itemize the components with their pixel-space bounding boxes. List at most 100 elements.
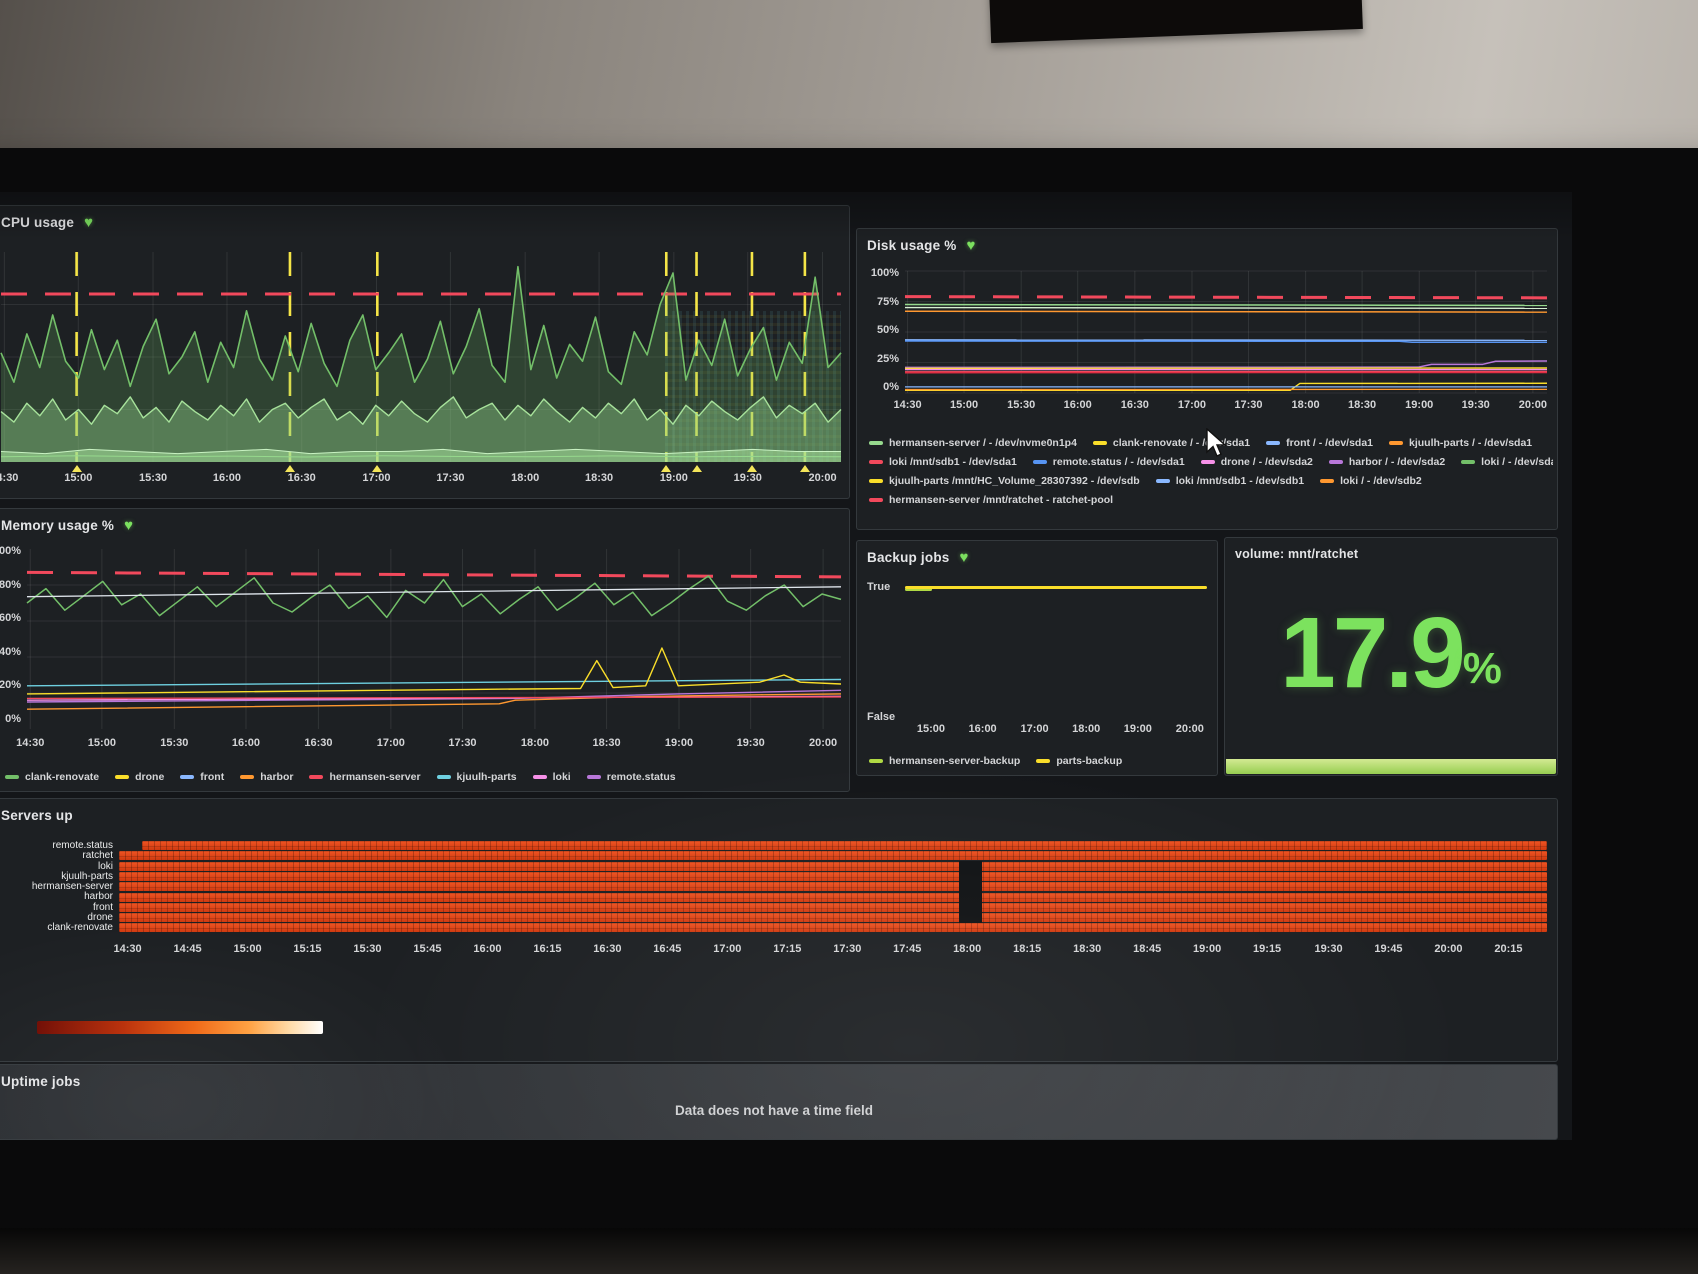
timeline-row[interactable] [119, 912, 1547, 924]
timeline-row-label: drone [87, 912, 113, 924]
axis-tick-label: 16:00 [1063, 399, 1092, 411]
legend-item[interactable]: kjuulh-parts [436, 771, 517, 783]
timeline-row[interactable] [119, 841, 1547, 850]
axis-tick-label: 17:00 [1177, 399, 1207, 411]
timeline-row-label: harbor [84, 891, 113, 903]
timeline-row[interactable] [119, 923, 1547, 933]
legend-item[interactable]: hermansen-server-backup [869, 755, 1020, 767]
legend-item[interactable]: front [180, 771, 224, 783]
state-segment-gap [958, 891, 982, 903]
state-segment-gap [958, 860, 982, 872]
axis-tick-label: 20:00 [1175, 723, 1204, 735]
axis-tick-label: 19:30 [736, 737, 765, 749]
timeline-row[interactable] [119, 901, 1547, 913]
legend-item[interactable]: drone [115, 771, 164, 783]
panel-title-memory[interactable]: Memory usage % [1, 518, 115, 533]
legend-item[interactable]: parts-backup [1036, 755, 1122, 767]
legend-item[interactable]: kjuulh-parts / - /dev/sda1 [1389, 437, 1532, 449]
servers-timeline[interactable] [119, 841, 1547, 934]
backup-series-hermansen [905, 588, 933, 591]
axis-tick-label: 18:30 [592, 737, 621, 749]
panel-title-uptime[interactable]: Uptime jobs [1, 1074, 81, 1089]
legend-item[interactable]: loki / - /dev/sda2 [1461, 456, 1553, 468]
axis-tick-label: 19:30 [1461, 399, 1490, 411]
legend-item[interactable]: drone / - /dev/sda2 [1200, 456, 1313, 468]
panel-cpu-usage: CPU usage ♥ 14:30 15:00 15:30 16:00 16:30 17:… [0, 205, 850, 499]
axis-tick-label: 16:00 [231, 737, 261, 749]
legend-color-swatch [1328, 460, 1343, 464]
axis-tick-label: 18:30 [585, 472, 614, 484]
grafana-dashboard: CPU usage ♥ 14:30 15:00 15:30 16:00 16:30 17:… [0, 192, 1572, 1140]
axis-tick-label: 14:30 [893, 399, 922, 411]
panel-servers-up: Servers up remote.status ratchet loki kjuul… [0, 798, 1558, 1062]
legend-color-swatch [1032, 460, 1047, 464]
memory-y-axis: 100% 80% 60% 40% 20% 0% [0, 545, 21, 725]
state-segment-gap [958, 912, 982, 924]
panel-title-backup[interactable]: Backup jobs [867, 550, 950, 565]
timeline-row[interactable] [119, 881, 1547, 893]
panel-disk-usage: Disk usage % ♥ 100% 75% 50% 25% 0% 14:30 15:0… [856, 228, 1558, 530]
timeline-row[interactable] [119, 891, 1547, 903]
memory-legend: clank-renovate drone front harbor hermansen-… [5, 771, 841, 783]
health-heart-icon: ♥ [959, 549, 969, 566]
legend-item[interactable]: loki /mnt/sdb1 - /dev/sda1 [869, 456, 1017, 468]
axis-tick-label: 14:30 [113, 943, 142, 955]
timeline-row[interactable] [119, 860, 1547, 872]
memory-chart[interactable] [27, 549, 841, 729]
axis-tick-label: 17:45 [893, 943, 922, 955]
legend-color-swatch [869, 460, 883, 464]
legend-item[interactable]: loki / - /dev/sdb2 [1320, 475, 1422, 487]
axis-tick-label: 17:30 [436, 472, 465, 484]
picture-frame [989, 0, 1363, 44]
timeline-row-label: ratchet [82, 850, 113, 862]
annotation-marker-icon [71, 465, 82, 472]
legend-item[interactable]: kjuulh-parts /mnt/HC_Volume_28307392 - /… [869, 475, 1140, 487]
legend-item[interactable]: harbor / - /dev/sda2 [1328, 456, 1445, 468]
state-segment-up [119, 892, 1547, 902]
cpu-chart[interactable] [1, 252, 841, 472]
backup-plot[interactable]: 15:00 16:00 17:00 18:00 19:00 20:00 [905, 579, 1207, 735]
volume-usage-value: 17.9% [1280, 597, 1502, 709]
legend-item[interactable]: harbor [240, 771, 293, 783]
axis-tick-label: 18:00 [520, 737, 549, 749]
panel-title-disk[interactable]: Disk usage % [867, 238, 957, 253]
legend-color-swatch [5, 775, 19, 779]
no-data-message: Data does not have a time field [674, 1103, 874, 1118]
state-segment-up [119, 871, 1547, 881]
panel-title-servers[interactable]: Servers up [1, 808, 73, 823]
legend-item[interactable]: remote.status / - /dev/sda1 [1032, 456, 1185, 468]
cpu-x-axis: 14:30 15:00 15:30 16:00 16:30 17:00 17:30 18:00… [0, 472, 841, 486]
legend-color-swatch [309, 775, 324, 779]
disk-chart[interactable] [905, 271, 1547, 393]
legend-item[interactable]: loki /mnt/sdb1 - /dev/sdb1 [1155, 475, 1304, 487]
legend-color-swatch [1389, 441, 1404, 445]
legend-item[interactable]: clank-renovate [5, 771, 99, 783]
panel-title-cpu[interactable]: CPU usage [1, 215, 75, 230]
axis-tick-label: 50% [876, 324, 899, 336]
axis-tick-label: 80% [0, 578, 21, 591]
legend-item[interactable]: loki [532, 771, 571, 783]
axis-tick-label: 20:00 [808, 472, 837, 484]
panel-title-volume[interactable]: volume: mnt/ratchet [1235, 547, 1359, 561]
axis-tick-label: 19:00 [659, 472, 688, 484]
timeline-row[interactable] [119, 851, 1547, 861]
legend-color-swatch [1092, 441, 1107, 445]
legend-color-swatch [1266, 441, 1281, 445]
legend-item[interactable]: hermansen-server /mnt/ratchet - ratchet-… [869, 494, 1113, 506]
axis-tick-label: 19:45 [1374, 943, 1403, 955]
timeline-row[interactable] [119, 870, 1547, 882]
legend-item[interactable]: remote.status [586, 771, 676, 783]
axis-tick-label: 17:30 [1234, 399, 1263, 411]
axis-tick-label: 20:00 [1434, 943, 1463, 955]
legend-item[interactable]: hermansen-server [309, 771, 421, 783]
panel-backup-jobs: Backup jobs ♥ True False 15:00 16:00 17:00… [856, 540, 1218, 776]
legend-item[interactable]: hermansen-server / - /dev/nvme0n1p4 [869, 437, 1077, 449]
state-segment-up [119, 861, 1547, 871]
axis-tick-label: 15:45 [413, 943, 442, 955]
axis-tick-label: 15:00 [949, 399, 979, 411]
axis-tick-label: 16:00 [212, 472, 242, 484]
threshold-gradient-legend [37, 1021, 323, 1034]
axis-tick-label: 19:00 [664, 737, 694, 749]
legend-item[interactable]: front / - /dev/sda1 [1266, 437, 1373, 449]
axis-tick-label: 17:00 [1020, 723, 1049, 735]
